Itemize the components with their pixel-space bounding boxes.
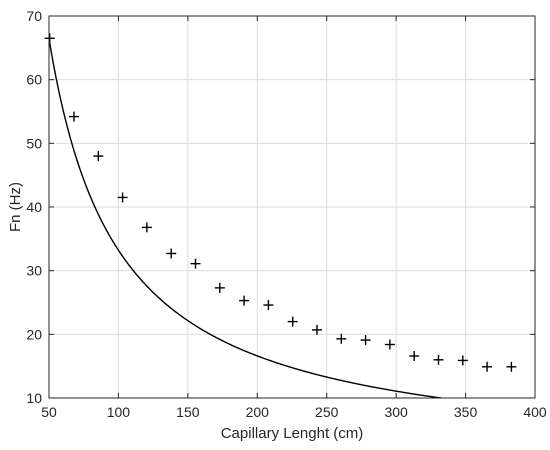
y-tick-label: 50 [26, 135, 42, 151]
grid [48, 15, 536, 399]
y-tick-label: 70 [26, 8, 42, 24]
x-tick-label: 50 [41, 404, 57, 420]
data-point [336, 333, 347, 344]
data-point [360, 335, 371, 346]
x-tick-label: 200 [246, 404, 270, 420]
data-point [482, 361, 493, 372]
fit-curve [49, 34, 447, 398]
y-tick-label: 30 [26, 263, 42, 279]
y-tick-label: 60 [26, 72, 42, 88]
data-point [214, 282, 225, 293]
y-tick-label: 10 [26, 390, 42, 406]
data-point [239, 295, 250, 306]
data-point [93, 151, 104, 162]
data-point [311, 324, 322, 335]
data-point [384, 339, 395, 350]
data-point [141, 222, 152, 233]
data-point [68, 111, 79, 122]
x-tick-label: 100 [107, 404, 131, 420]
data-point [457, 355, 468, 366]
x-tick-label: 300 [384, 404, 408, 420]
axis-ticks [48, 15, 536, 399]
plot-data [44, 33, 517, 398]
x-tick-label: 150 [176, 404, 200, 420]
x-axis-label: Capillary Lenght (cm) [221, 425, 364, 442]
data-point [433, 354, 444, 365]
x-tick-label: 400 [523, 404, 547, 420]
data-point [44, 33, 55, 44]
x-tick-label: 250 [315, 404, 339, 420]
data-point [409, 350, 420, 361]
y-tick-label: 40 [26, 199, 42, 215]
data-point [166, 248, 177, 259]
data-point [287, 316, 298, 327]
tick-labels: 50 100 150 200 250 300 350 400 10 20 30 40 50 60 70 [26, 8, 546, 420]
y-axis-label: Fn (Hz) [7, 182, 24, 232]
data-point [263, 300, 274, 311]
data-point [190, 258, 201, 269]
data-point [506, 361, 517, 372]
data-point [117, 192, 128, 203]
y-tick-label: 20 [26, 326, 42, 342]
x-tick-label: 350 [454, 404, 478, 420]
